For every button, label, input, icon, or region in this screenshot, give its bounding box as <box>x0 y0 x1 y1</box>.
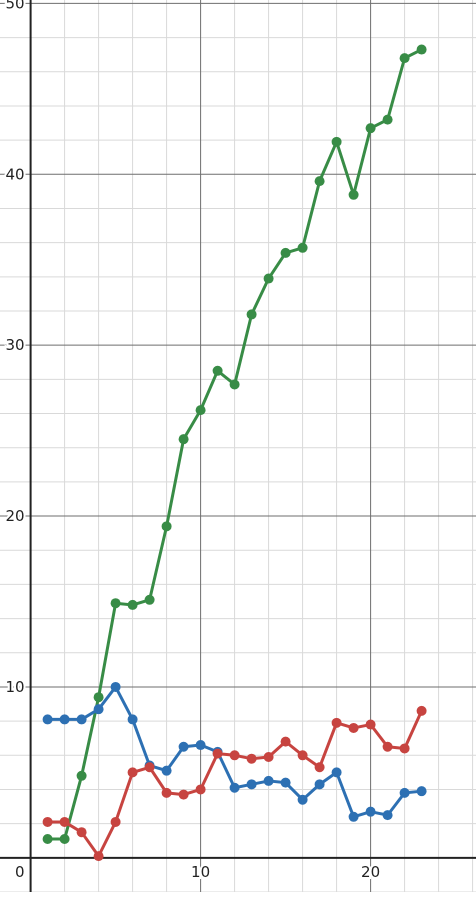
series-2-point <box>382 810 393 821</box>
series-1-point <box>331 136 342 147</box>
series-2-point <box>195 740 206 751</box>
y-tick-label: 30 <box>6 336 25 354</box>
series-3-point <box>314 762 325 773</box>
series-3-point <box>399 743 410 754</box>
series-2-point <box>42 714 53 725</box>
series-1-point <box>382 114 393 125</box>
y-tick-label: 40 <box>6 165 25 183</box>
series-2-point <box>161 765 172 776</box>
series-3-point <box>212 748 223 759</box>
series-2-point <box>93 704 104 715</box>
series-2-point <box>76 714 87 725</box>
series-1-point <box>314 176 325 187</box>
series-2-point <box>348 811 359 822</box>
series-3-point <box>110 816 121 827</box>
series-1-point <box>229 379 240 390</box>
series-2-point <box>263 775 274 786</box>
series-2-point <box>280 777 291 788</box>
series-2-point <box>59 714 70 725</box>
x-tick-label: 10 <box>191 863 210 881</box>
series-1-point <box>127 599 138 610</box>
series-3-point <box>93 851 104 862</box>
series-3-point <box>229 750 240 761</box>
series-1-point <box>195 405 206 416</box>
series-3-point <box>195 784 206 795</box>
series-1-point <box>212 365 223 376</box>
series-3-point <box>297 750 308 761</box>
series-1-point <box>110 598 121 609</box>
series-2-point <box>229 782 240 793</box>
series-3-point <box>382 741 393 752</box>
series-1-point <box>59 834 70 845</box>
series-3-point <box>161 787 172 798</box>
tick-labels: 10 20 30 40 50 10 20 0 <box>4 0 383 883</box>
origin-label: 0 <box>15 863 25 881</box>
series-3-point <box>263 752 274 763</box>
series-1-point <box>76 770 87 781</box>
series-2-point <box>178 741 189 752</box>
series-3-point <box>144 762 155 773</box>
series-1-point <box>365 123 376 134</box>
series-1-point <box>161 521 172 532</box>
series-2-point <box>331 767 342 778</box>
series-1-point <box>416 44 427 55</box>
series-1-point <box>42 834 53 845</box>
series-1-point <box>263 273 274 284</box>
series-2-point <box>297 794 308 805</box>
series-3-point <box>59 816 70 827</box>
series-1-point <box>178 434 189 445</box>
x-tick-label: 20 <box>361 863 380 881</box>
series-3-point <box>416 705 427 716</box>
series-1-point <box>297 242 308 253</box>
series-3-point <box>246 753 257 764</box>
series-2-point <box>416 786 427 797</box>
series-2-point <box>127 714 138 725</box>
series-2-point <box>314 779 325 790</box>
series-3-point <box>365 719 376 730</box>
series-3-point <box>127 767 138 778</box>
series-1-point <box>144 594 155 605</box>
series-3-point <box>280 736 291 747</box>
series-3-point <box>42 816 53 827</box>
series-3-point <box>76 827 87 838</box>
series-layer <box>42 44 427 862</box>
series-1-point <box>280 247 291 258</box>
series-3-point <box>331 717 342 728</box>
series-1-point <box>399 53 410 64</box>
series-1-point <box>348 189 359 200</box>
series-3-point <box>178 789 189 800</box>
series-2-point <box>365 806 376 817</box>
series-3-point <box>348 722 359 733</box>
y-tick-label: 10 <box>6 678 25 696</box>
series-2-point <box>246 779 257 790</box>
series-2-point <box>399 787 410 798</box>
series-2-point <box>110 681 121 692</box>
series-1-point <box>246 309 257 320</box>
y-tick-label: 20 <box>6 507 25 525</box>
y-tick-label: 50 <box>6 0 25 12</box>
series-1-point <box>93 692 104 703</box>
